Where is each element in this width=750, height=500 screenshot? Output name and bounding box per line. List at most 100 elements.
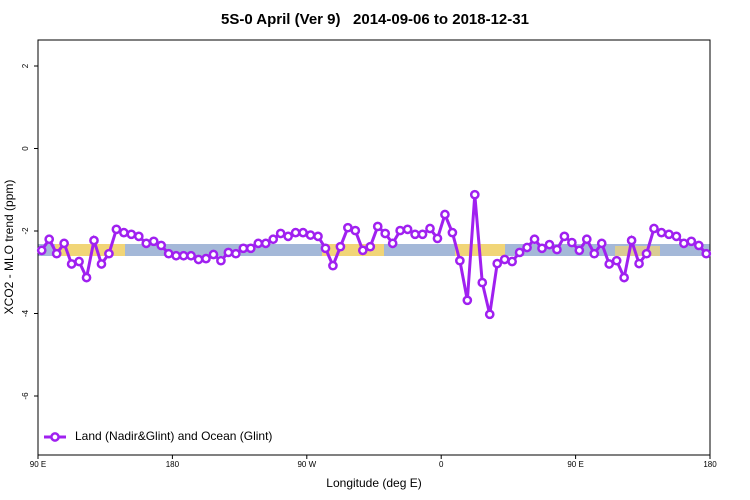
x-tick-label: 90 W <box>297 460 316 469</box>
data-point <box>343 222 353 233</box>
data-point <box>96 259 107 269</box>
data-point <box>402 224 413 235</box>
data-point <box>432 233 443 244</box>
data-point <box>484 309 495 320</box>
data-point <box>372 221 383 232</box>
data-point <box>208 249 219 260</box>
data-point <box>59 238 69 249</box>
data-point <box>186 250 196 261</box>
data-point <box>290 227 301 238</box>
data-point <box>499 254 510 265</box>
x-axis-label: Longitude (deg E) <box>326 476 421 490</box>
data-point <box>216 255 226 266</box>
data-point <box>477 277 488 288</box>
data-point <box>51 248 62 259</box>
data-point <box>223 247 234 258</box>
data-point <box>298 227 308 238</box>
data-point <box>589 248 600 259</box>
data-point <box>596 238 607 249</box>
data-point <box>469 189 480 200</box>
data-point <box>104 248 114 259</box>
x-tick-label: 180 <box>166 460 180 469</box>
y-axis-label: XCO2 - MLO trend (ppm) <box>2 180 16 315</box>
data-point <box>44 234 55 245</box>
data-point <box>649 223 659 234</box>
data-point <box>253 238 264 249</box>
y-tick-label: -6 <box>21 392 30 400</box>
data-point <box>36 245 47 256</box>
data-point <box>492 258 503 269</box>
data-point <box>171 250 181 261</box>
data-point <box>148 236 159 247</box>
y-tick-label: 2 <box>21 63 30 68</box>
y-tick-label: -2 <box>21 227 30 235</box>
data-point <box>701 248 712 259</box>
data-point <box>283 231 293 242</box>
data-point <box>231 248 241 259</box>
legend-label: Land (Nadir&Glint) and Ocean (Glint) <box>75 429 272 443</box>
data-point <box>365 241 376 252</box>
data-point <box>693 240 704 251</box>
data-point <box>141 238 152 249</box>
data-point <box>514 247 525 258</box>
x-tick-label: 90 E <box>567 460 583 469</box>
data-point <box>201 253 211 264</box>
y-tick-label: -4 <box>21 309 30 317</box>
data-point <box>552 244 562 255</box>
data-point <box>507 256 517 267</box>
data-point <box>567 237 577 248</box>
data-point <box>634 258 644 269</box>
data-point <box>529 234 540 245</box>
data-point <box>447 227 458 238</box>
data-point <box>275 228 286 239</box>
data-point <box>119 227 129 238</box>
data-point <box>604 259 615 269</box>
data-point <box>89 235 99 246</box>
data-point <box>417 229 428 240</box>
y-tick-label: 0 <box>21 146 30 151</box>
data-point <box>656 227 667 238</box>
data-point <box>581 234 592 245</box>
data-point <box>74 256 84 267</box>
data-point <box>126 229 137 240</box>
data-point <box>133 231 144 242</box>
data-point <box>313 231 323 242</box>
data-point <box>611 255 622 266</box>
data-point <box>410 229 420 240</box>
data-point <box>178 250 189 261</box>
data-point <box>686 236 697 247</box>
data-point <box>395 225 405 236</box>
data-point <box>559 231 570 242</box>
data-point <box>335 241 346 252</box>
data-point <box>679 238 689 249</box>
data-point <box>619 272 629 283</box>
data-point <box>350 225 361 236</box>
data-point <box>574 245 585 256</box>
data-point <box>387 238 398 249</box>
x-tick-label: 0 <box>439 460 444 469</box>
data-point <box>111 224 122 235</box>
land-patch <box>615 246 660 256</box>
data-point <box>425 223 435 234</box>
legend-marker <box>50 432 60 442</box>
data-point <box>156 240 167 251</box>
data-point <box>522 242 532 253</box>
data-point <box>268 234 279 245</box>
data-point <box>305 230 316 240</box>
data-point <box>260 238 271 249</box>
data-point <box>66 259 77 269</box>
data-point <box>440 209 450 220</box>
x-tick-label: 90 E <box>30 460 46 469</box>
data-point <box>380 228 391 239</box>
chart-title: 5S-0 April (Ver 9) 2014-09-06 to 2018-12… <box>221 11 529 28</box>
data-point <box>462 295 473 306</box>
data-point <box>81 272 92 283</box>
data-point <box>671 231 682 242</box>
data-point <box>320 243 331 254</box>
data-point <box>245 243 256 254</box>
data-point <box>193 254 204 265</box>
data-point <box>641 248 652 259</box>
x-tick-label: 180 <box>703 460 717 469</box>
data-point <box>537 243 547 254</box>
